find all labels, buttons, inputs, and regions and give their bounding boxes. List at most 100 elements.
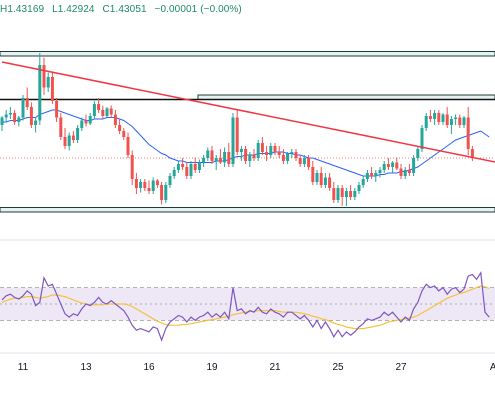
candle-body — [298, 158, 302, 164]
price-pane — [0, 51, 495, 241]
trendline — [1, 61, 495, 163]
candle-body — [80, 120, 84, 128]
rsi-line — [1, 271, 490, 342]
candle-body — [374, 173, 378, 176]
candle-body — [143, 182, 147, 188]
high-value: H1.43169 — [0, 4, 45, 15]
candle-body — [294, 152, 298, 158]
candle — [155, 179, 159, 188]
candle — [223, 147, 227, 167]
candle-body — [67, 135, 71, 146]
candle-body — [189, 164, 193, 176]
candle-body — [269, 146, 273, 155]
candle — [370, 167, 374, 179]
candle — [92, 101, 96, 119]
candle-body — [92, 104, 96, 116]
candle — [151, 177, 155, 194]
candle — [244, 146, 248, 164]
candle — [21, 95, 25, 121]
candle-body — [340, 188, 344, 197]
rsi-pane — [0, 271, 495, 342]
candle-body — [155, 180, 159, 185]
candle-body — [349, 191, 353, 197]
candle — [395, 158, 399, 170]
candle — [143, 179, 147, 191]
candle-body — [382, 164, 386, 170]
candle-body — [172, 170, 176, 176]
candle — [458, 114, 462, 128]
candle-body — [181, 164, 185, 167]
candle-body — [34, 120, 38, 125]
candle-body — [21, 98, 25, 118]
candle — [248, 152, 252, 167]
candle — [105, 107, 109, 118]
candle-body — [290, 152, 294, 154]
candle — [185, 162, 189, 179]
candle-body — [399, 168, 403, 176]
candle — [97, 98, 101, 113]
candle-body — [76, 128, 80, 140]
candle — [147, 180, 151, 194]
candle-body — [151, 180, 155, 191]
candle — [113, 110, 117, 128]
candle — [252, 149, 256, 161]
candle-body — [378, 170, 382, 173]
candle-body — [206, 150, 210, 158]
x-tick-label: Apr — [490, 362, 495, 373]
candle-body — [29, 107, 33, 125]
candle — [302, 155, 306, 167]
x-tick-label: 13 — [80, 362, 92, 373]
price-zone — [0, 51, 495, 57]
candle-body — [46, 77, 50, 88]
candle-body — [139, 182, 143, 188]
moving-average-line — [2, 109, 490, 177]
candle-body — [193, 164, 197, 170]
candle-body — [416, 149, 420, 158]
candle-body — [235, 117, 239, 152]
candle-body — [147, 188, 151, 191]
candle — [260, 137, 264, 155]
candle — [176, 161, 180, 173]
candle — [202, 155, 206, 167]
candle-body — [315, 173, 319, 182]
candle — [449, 116, 453, 134]
candle — [412, 155, 416, 176]
candle-body — [38, 65, 42, 121]
candle — [298, 155, 302, 167]
candle — [441, 113, 445, 125]
candle — [407, 164, 411, 176]
ohlc-readout: H1.43169 L1.42924 C1.43051 −0.00001 (−0.… — [0, 4, 247, 15]
candle-body — [344, 191, 348, 197]
candle-body — [71, 135, 75, 140]
candle-body — [353, 191, 357, 197]
candle — [59, 113, 63, 140]
candle-body — [130, 155, 134, 179]
candle-body — [244, 149, 248, 161]
candle — [315, 170, 319, 185]
candle — [391, 161, 395, 173]
candle — [424, 113, 428, 131]
candle-body — [25, 98, 29, 107]
candle-body — [13, 113, 17, 122]
candle — [130, 150, 134, 185]
candle — [462, 116, 466, 128]
candle-body — [126, 137, 130, 155]
candle — [214, 155, 218, 170]
candle — [63, 128, 67, 149]
candle — [4, 110, 8, 122]
candle-body — [223, 152, 227, 163]
candle-body — [214, 158, 218, 161]
candle — [281, 149, 285, 164]
candle — [277, 146, 281, 158]
candle — [365, 170, 369, 182]
candle — [193, 158, 197, 173]
candle-body — [84, 120, 88, 124]
candle-body — [105, 108, 109, 116]
candle-body — [361, 179, 365, 185]
candle-body — [357, 185, 361, 191]
candle-body — [218, 158, 222, 163]
candle — [189, 161, 193, 179]
candle-body — [185, 167, 189, 176]
candle-body — [311, 167, 315, 182]
